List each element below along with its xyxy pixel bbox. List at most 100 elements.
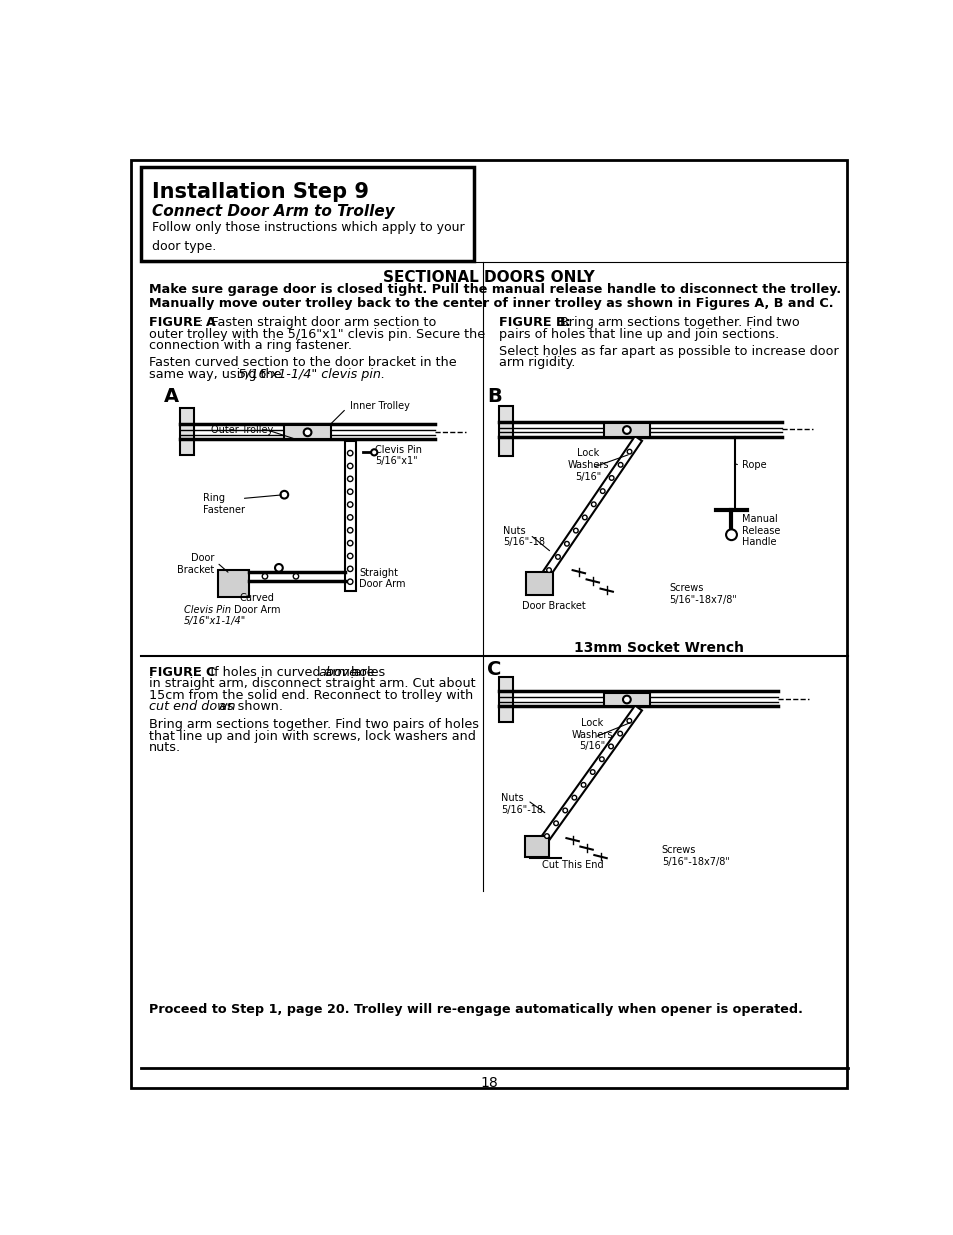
- Text: Make sure garage door is closed tight. Pull the manual release handle to disconn: Make sure garage door is closed tight. P…: [149, 283, 840, 296]
- Circle shape: [608, 745, 613, 748]
- Circle shape: [544, 834, 549, 839]
- Circle shape: [599, 489, 604, 494]
- Text: Ring
Fastener: Ring Fastener: [203, 493, 245, 515]
- Circle shape: [573, 529, 578, 534]
- Text: 5/16⋅x1-1/4" clevis pin.: 5/16⋅x1-1/4" clevis pin.: [237, 368, 384, 380]
- Text: A: A: [164, 387, 179, 406]
- Text: Straight
Door Arm: Straight Door Arm: [359, 568, 406, 589]
- Bar: [525, 572, 553, 595]
- Text: that line up and join with screws, lock washers and: that line up and join with screws, lock …: [149, 730, 476, 742]
- Text: FIGURE C: FIGURE C: [149, 666, 214, 679]
- Text: 18: 18: [479, 1076, 497, 1091]
- Text: outer trolley with the 5/16"x1" clevis pin. Secure the: outer trolley with the 5/16"x1" clevis p…: [149, 327, 484, 341]
- Text: Lock
Washers
5/16": Lock Washers 5/16": [571, 718, 612, 751]
- Bar: [524, 836, 549, 857]
- Text: as shown.: as shown.: [215, 700, 283, 714]
- Text: Connect Door Arm to Trolley: Connect Door Arm to Trolley: [152, 204, 395, 219]
- Text: Curved
Door Arm: Curved Door Arm: [233, 593, 280, 615]
- Text: Nuts
5/16"-18: Nuts 5/16"-18: [502, 526, 544, 547]
- Circle shape: [347, 463, 353, 468]
- Text: cut end down: cut end down: [149, 700, 235, 714]
- Circle shape: [553, 821, 558, 825]
- Text: Door Bracket: Door Bracket: [521, 601, 585, 611]
- Circle shape: [347, 477, 353, 482]
- Text: B: B: [487, 387, 501, 406]
- Bar: [218, 571, 249, 597]
- Circle shape: [371, 450, 377, 456]
- Text: C: C: [487, 661, 501, 679]
- Circle shape: [347, 489, 353, 494]
- Text: holes: holes: [347, 666, 385, 679]
- Circle shape: [564, 541, 569, 546]
- Text: Follow only those instructions which apply to your
door type.: Follow only those instructions which app…: [152, 221, 464, 253]
- Circle shape: [274, 564, 282, 572]
- Circle shape: [555, 555, 559, 559]
- Text: Door
Bracket: Door Bracket: [177, 553, 214, 574]
- Text: arm rigidity.: arm rigidity.: [498, 356, 575, 369]
- Circle shape: [725, 530, 736, 540]
- Circle shape: [626, 719, 631, 724]
- Circle shape: [347, 579, 353, 584]
- Polygon shape: [534, 705, 641, 851]
- Circle shape: [262, 573, 268, 579]
- Circle shape: [582, 515, 586, 520]
- Circle shape: [562, 808, 567, 813]
- Text: Rope: Rope: [740, 461, 765, 471]
- Circle shape: [590, 769, 595, 774]
- Circle shape: [572, 795, 577, 800]
- Text: :  If holes in curved arm are: : If holes in curved arm are: [198, 666, 378, 679]
- Text: above: above: [318, 666, 357, 679]
- Circle shape: [347, 541, 353, 546]
- Text: pairs of holes that line up and join sections.: pairs of holes that line up and join sec…: [498, 327, 779, 341]
- Circle shape: [347, 553, 353, 558]
- Text: Screws
5/16"-18x7/8": Screws 5/16"-18x7/8": [669, 583, 737, 605]
- Bar: [179, 409, 193, 454]
- Text: Manually move outer trolley back to the center of inner trolley as shown in Figu: Manually move outer trolley back to the …: [149, 296, 832, 310]
- Text: Nuts
5/16"-18: Nuts 5/16"-18: [500, 793, 543, 815]
- Circle shape: [546, 568, 551, 572]
- Text: Fasten curved section to the door bracket in the: Fasten curved section to the door bracke…: [149, 356, 456, 369]
- Text: SECTIONAL DOORS ONLY: SECTIONAL DOORS ONLY: [383, 270, 594, 285]
- Text: 15cm from the solid end. Reconnect to trolley with: 15cm from the solid end. Reconnect to tr…: [149, 689, 473, 701]
- Circle shape: [303, 429, 311, 436]
- Circle shape: [347, 451, 353, 456]
- Circle shape: [347, 501, 353, 508]
- Text: Proceed to Step 1, page 20. Trolley will re-engage automatically when opener is : Proceed to Step 1, page 20. Trolley will…: [149, 1003, 801, 1016]
- Circle shape: [598, 757, 603, 762]
- Text: FIGURE A: FIGURE A: [149, 316, 215, 329]
- Text: 13mm Socket Wrench: 13mm Socket Wrench: [574, 641, 743, 655]
- Circle shape: [618, 462, 622, 467]
- Circle shape: [622, 426, 630, 433]
- Text: Installation Step 9: Installation Step 9: [152, 182, 369, 203]
- Text: Clevis Pin
5/16"x1-1/4": Clevis Pin 5/16"x1-1/4": [183, 605, 246, 626]
- Text: Bring arm sections together. Find two: Bring arm sections together. Find two: [551, 316, 799, 329]
- Bar: [344, 441, 355, 592]
- Text: Cut This End: Cut This End: [541, 861, 602, 871]
- Text: Manual
Release
Handle: Manual Release Handle: [740, 514, 780, 547]
- Circle shape: [347, 527, 353, 534]
- Circle shape: [293, 573, 298, 579]
- Text: nuts.: nuts.: [149, 741, 181, 755]
- Circle shape: [609, 475, 614, 480]
- Circle shape: [618, 731, 622, 736]
- Text: same way, using the: same way, using the: [149, 368, 285, 380]
- Circle shape: [622, 695, 630, 704]
- Text: in straight arm, disconnect straight arm. Cut about: in straight arm, disconnect straight arm…: [149, 677, 475, 690]
- Bar: [498, 406, 513, 456]
- Text: FIGURE B:: FIGURE B:: [498, 316, 570, 329]
- Text: Bring arm sections together. Find two pairs of holes: Bring arm sections together. Find two pa…: [149, 718, 478, 731]
- Circle shape: [580, 783, 585, 787]
- Text: Select holes as far apart as possible to increase door: Select holes as far apart as possible to…: [498, 345, 838, 358]
- Bar: [498, 677, 513, 721]
- Polygon shape: [536, 436, 641, 585]
- Text: Inner Trolley: Inner Trolley: [350, 401, 410, 411]
- Bar: [603, 693, 649, 706]
- Text: Screws
5/16"-18x7/8": Screws 5/16"-18x7/8": [661, 845, 729, 867]
- Circle shape: [347, 515, 353, 520]
- Text: :  Fasten straight door arm section to: : Fasten straight door arm section to: [199, 316, 436, 329]
- Circle shape: [280, 490, 288, 499]
- Text: Lock
Washers
5/16": Lock Washers 5/16": [567, 448, 608, 482]
- Circle shape: [347, 566, 353, 572]
- Circle shape: [591, 501, 596, 506]
- Bar: [141, 167, 474, 261]
